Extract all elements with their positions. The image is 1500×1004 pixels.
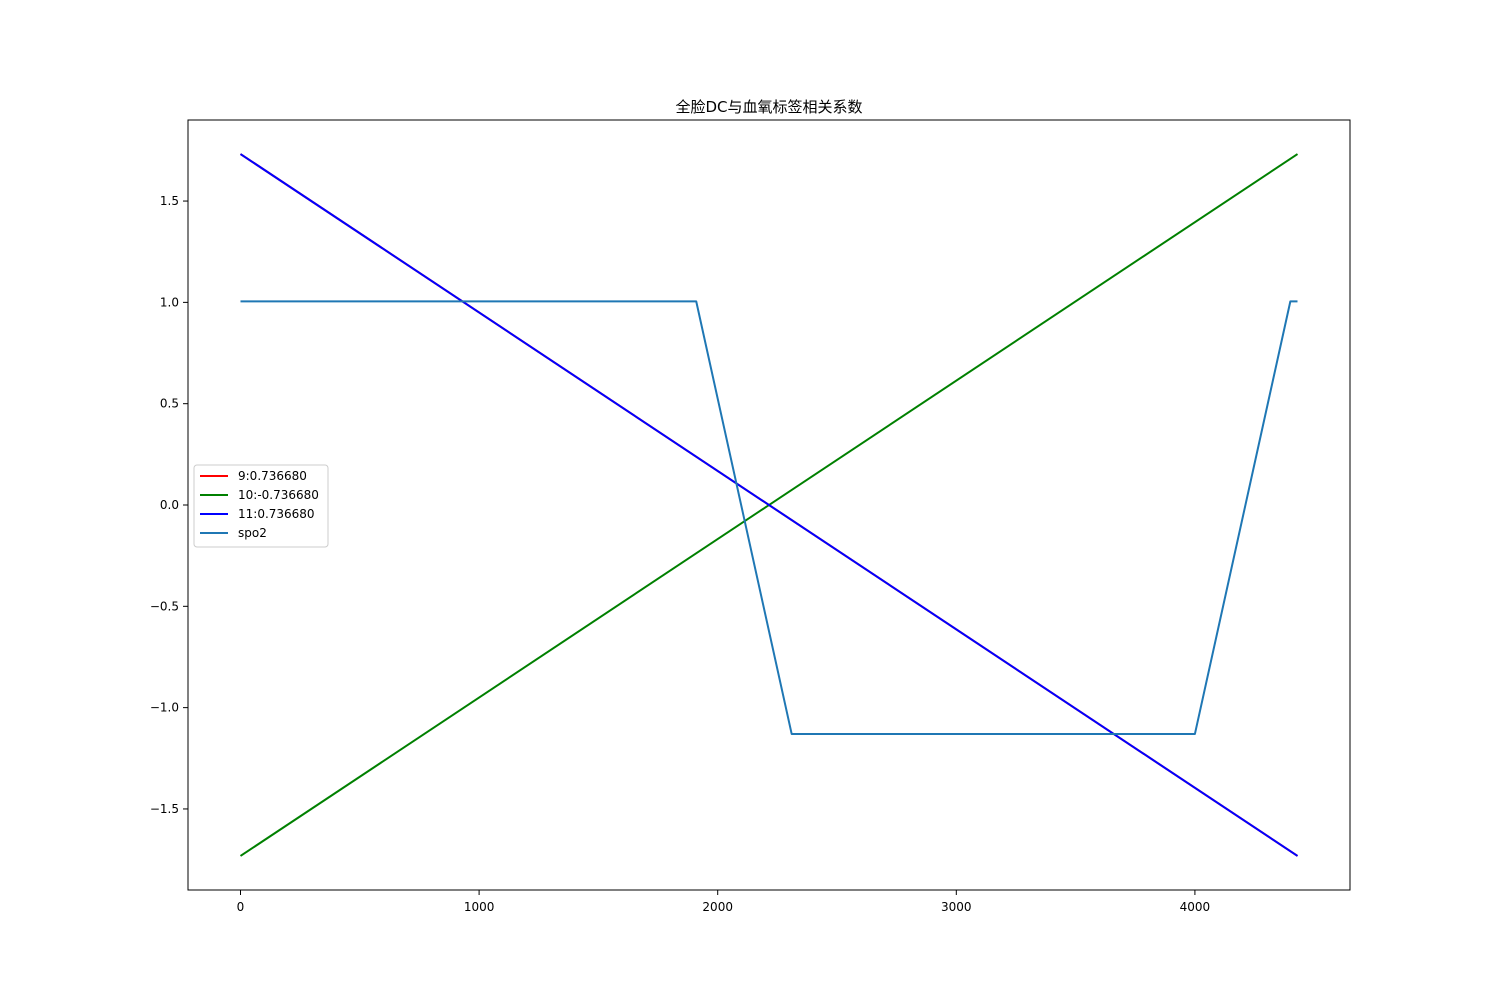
legend-label: 10:-0.736680 xyxy=(238,488,319,502)
legend-box xyxy=(193,464,329,548)
y-tick-label: 1.0 xyxy=(160,295,179,309)
legend-label: 11:0.736680 xyxy=(238,507,315,521)
y-tick-label: −0.5 xyxy=(150,599,179,613)
legend-label: 9:0.736680 xyxy=(238,469,307,483)
series-line-2 xyxy=(239,153,1299,857)
series-line-3 xyxy=(240,300,1298,735)
plot-area xyxy=(239,153,1299,857)
y-tick-label: 0.5 xyxy=(160,397,179,411)
legend-label: spo2 xyxy=(238,526,267,540)
y-tick-label: −1.5 xyxy=(150,802,179,816)
axes: 0 1000 2000 3000 4000 1.5 1.0 0.5 0.0 −0.5 −1.0 −1.… xyxy=(150,119,1351,914)
y-tick-label: 1.5 xyxy=(160,194,179,208)
y-tick-label: −1.0 xyxy=(150,701,179,715)
x-tick-label: 2000 xyxy=(702,900,733,914)
chart-title: 全脸DC与血氧标签相关系数 xyxy=(675,98,862,116)
x-tick-label: 1000 xyxy=(464,900,495,914)
y-tick-label: 0.0 xyxy=(160,498,179,512)
x-tick-label: 3000 xyxy=(941,900,972,914)
x-tick-label: 4000 xyxy=(1180,900,1211,914)
legend: 9:0.736680 10:-0.736680 11:0.736680 spo2 xyxy=(193,464,329,548)
x-tick-label: 0 xyxy=(237,900,245,914)
